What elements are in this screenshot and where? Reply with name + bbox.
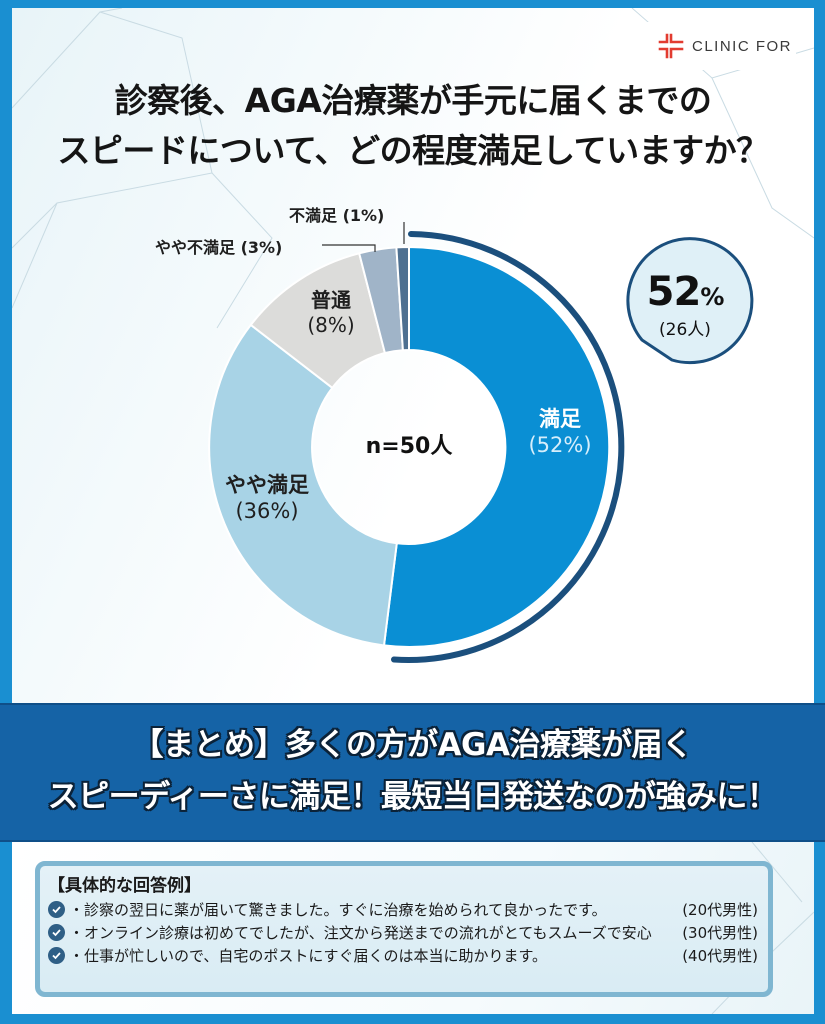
example-text: ・オンライン診療は初めてでしたが、注文から発送までの流れがとてもスムーズで安心 [69,924,652,942]
highlight-pct: 52% [625,270,745,319]
example-text: ・診察の翌日に薬が届いて驚きました。すぐに治療を始められて良かったです。 [69,901,607,919]
title-line-1: 診察後、AGA治療薬が手元に届くまでの [114,81,712,120]
label-somewhat-satisfied-pct: (36%) [235,499,299,524]
sample-size-label: n=50人 [365,434,453,459]
clinic-for-logo: CLINIC FOR [636,22,796,70]
response-examples-box: 【具体的な回答例】 ・診察の翌日に薬が届いて驚きました。すぐに治療を始められて良… [35,861,773,997]
callout-dissatisfied: 不満足 (1%) [289,206,385,225]
label-neutral-pct: (8%) [307,313,355,337]
example-text: ・仕事が忙しいので、自宅のポストにすぐ届くのは本当に助かります。 [69,947,548,965]
summary-line-2: スピーディーさに満足！最短当日発送なのが強みに！ [47,779,778,815]
label-satisfied: 満足 (52%) [510,406,610,459]
leader-line-somewhat-dissatisfied [322,244,376,252]
example-item: ・仕事が忙しいので、自宅のポストにすぐ届くのは本当に助かります。 (40代男性) [48,944,758,967]
label-neutral: 普通 (8%) [296,288,366,338]
label-somewhat-satisfied-name: やや満足 [225,473,309,497]
label-satisfied-name: 満足 [539,407,581,431]
highlight-count: (26人) [659,320,711,340]
summary-banner: 【まとめ】多くの方がAGA治療薬が届く スピーディーさに満足！最短当日発送なのが… [0,703,825,842]
slice-somewhat-satisfied [208,323,398,647]
chart-title: 診察後、AGA治療薬が手元に届くまでの スピードについて、どの程度満足しています… [12,76,814,176]
highlight-pct-unit: % [700,283,724,311]
red-cross-brackets-icon [658,33,684,59]
check-circle-icon [48,947,65,964]
check-circle-icon [48,924,65,941]
callout-somewhat-dissatisfied: やや不満足 (3%) [155,238,283,257]
title-line-2: スピードについて、どの程度満足していますか？ [57,131,769,170]
example-respondent: (30代男性) [682,924,758,942]
label-satisfied-pct: (52%) [528,433,592,458]
example-item: ・オンライン診療は初めてでしたが、注文から発送までの流れがとてもスムーズで安心 … [48,921,758,944]
highlight-arc [391,231,625,663]
highlight-pct-value: 52 [646,269,702,315]
label-neutral-name: 普通 [311,288,351,312]
slice-satisfied [382,245,611,648]
donut-chart [208,222,754,663]
examples-title: 【具体的な回答例】 [48,876,201,896]
speech-bubble [626,237,754,365]
survey-panel: CLINIC FOR 診察後、AGA治療薬が手元に届くまでの スピードについて、… [12,8,814,703]
summary-line-1: 【まとめ】多くの方がAGA治療薬が届く [132,727,693,763]
example-respondent: (20代男性) [682,901,758,919]
slice-dissatisfied [395,245,410,352]
highlight-bubble-text: 52% (26人) [625,270,745,341]
example-respondent: (40代男性) [682,947,758,965]
label-somewhat-satisfied: やや満足 (36%) [212,472,322,525]
logo-text: CLINIC FOR [691,37,792,55]
example-item: ・診察の翌日に薬が届いて驚きました。すぐに治療を始められて良かったです。 (20… [48,898,758,921]
check-circle-icon [48,901,65,918]
